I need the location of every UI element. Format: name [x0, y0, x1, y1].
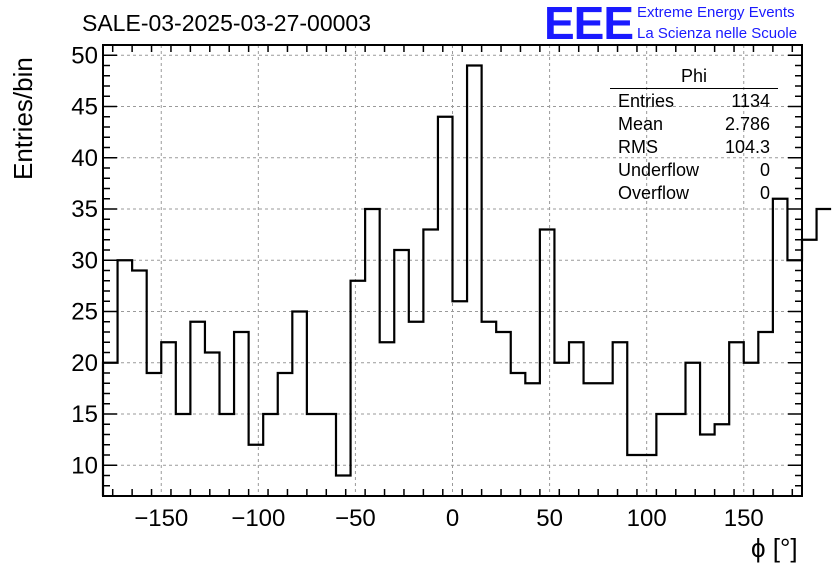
y-tick-label: 20 — [71, 350, 98, 377]
stats-label: Overflow — [618, 183, 690, 203]
stats-row-rms: RMS 104.3 — [610, 136, 778, 159]
axes — [102, 44, 803, 497]
x-tick-label: 150 — [724, 505, 764, 532]
eee-logo: EEE — [544, 0, 634, 49]
histogram-step-line — [101, 64, 832, 496]
stats-label: Entries — [618, 91, 675, 111]
x-tick-label: 100 — [627, 505, 667, 532]
stats-value: 1134 — [731, 91, 770, 111]
y-tick-label: 35 — [71, 196, 98, 223]
y-tick-label: 40 — [71, 145, 98, 172]
y-tick-label: 50 — [71, 42, 98, 69]
x-tick-label: 0 — [446, 505, 459, 532]
stats-value: 104.3 — [724, 137, 770, 157]
stats-row-underflow: Underflow 0 — [610, 159, 778, 182]
stats-label: Underflow — [618, 160, 700, 180]
y-tick-label: 30 — [71, 247, 98, 274]
stats-label: Mean — [618, 114, 664, 134]
y-tick-label: 10 — [71, 452, 98, 479]
stats-row-overflow: Overflow 0 — [610, 182, 778, 205]
x-axis-label: ϕ [°] — [751, 533, 798, 563]
stats-box: Phi Entries 1134 Mean 2.786 RMS 104.3 Un… — [610, 66, 778, 205]
y-tick-label: 25 — [71, 299, 98, 326]
org-name-line1: Extreme Energy Events — [637, 4, 795, 21]
stats-row-mean: Mean 2.786 — [610, 113, 778, 136]
stats-value: 2.786 — [724, 114, 770, 134]
stats-value: 0 — [759, 160, 770, 180]
tick-labels: −150 −100 −50 0 50 100 150 10 15 20 25 30 35 40 45 50 — [71, 42, 763, 532]
chart-title: SALE-03-2025-03-27-00003 — [82, 10, 371, 36]
x-tick-label: −150 — [134, 505, 188, 532]
stats-row-entries: Entries 1134 — [610, 90, 778, 113]
stats-label: RMS — [618, 137, 658, 157]
y-tick-label: 45 — [71, 94, 98, 121]
org-name-line2: La Scienza nelle Scuole — [637, 25, 798, 42]
y-axis-label: Entries/bin — [8, 57, 38, 180]
stats-title: Phi — [610, 66, 778, 89]
stats-value: 0 — [759, 183, 770, 203]
x-tick-label: 50 — [536, 505, 563, 532]
x-tick-label: −100 — [231, 505, 285, 532]
x-tick-label: −50 — [335, 505, 376, 532]
y-tick-label: 15 — [71, 401, 98, 428]
